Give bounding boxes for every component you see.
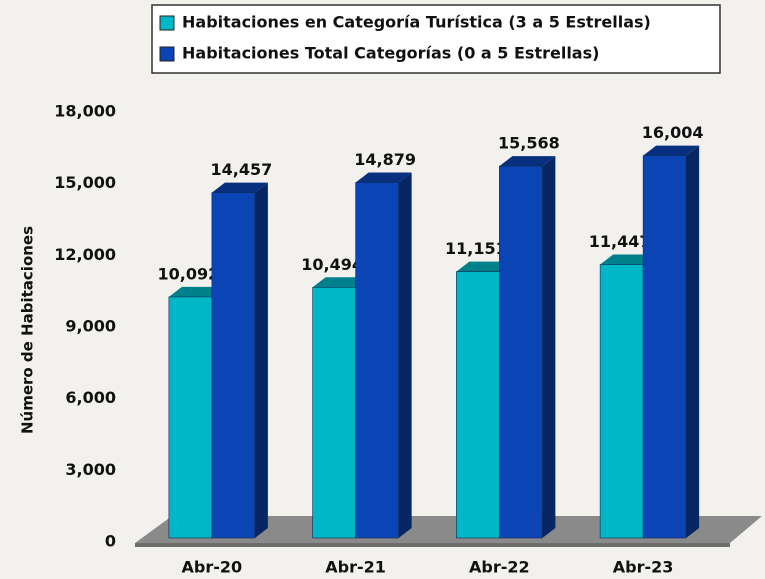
y-tick-label: 15,000: [54, 173, 116, 192]
bar-top: [355, 172, 412, 183]
y-tick-label: 0: [105, 532, 116, 551]
floor-edge: [135, 543, 730, 547]
value-label: 14,879: [354, 150, 416, 169]
value-label: 11,151: [445, 239, 507, 258]
x-tick-label: Abr-21: [325, 558, 386, 577]
bar: [211, 192, 256, 539]
value-label: 14,457: [211, 160, 273, 179]
y-axis-title: Número de Habitaciones: [19, 226, 37, 434]
bar-top: [168, 286, 225, 297]
bar-side: [542, 156, 556, 538]
x-tick-label: Abr-23: [613, 558, 674, 577]
bar: [355, 182, 399, 539]
legend-swatch: [159, 46, 175, 62]
bar: [599, 264, 644, 539]
legend: [151, 4, 721, 74]
bar: [642, 155, 687, 539]
bar: [312, 287, 356, 539]
y-tick-label: 12,000: [54, 245, 116, 264]
bar-top: [643, 145, 700, 156]
bar-top: [499, 156, 556, 167]
bar-side: [686, 145, 700, 538]
bar-top: [600, 254, 657, 265]
value-label: 11,447: [589, 232, 651, 251]
bar: [456, 271, 500, 539]
bar-top: [312, 277, 369, 288]
legend-label: Habitaciones Total Categorías (0 a 5 Est…: [182, 44, 599, 63]
y-tick-label: 6,000: [65, 388, 116, 407]
y-tick-label: 18,000: [54, 102, 116, 121]
legend-label: Habitaciones en Categoría Turística (3 a…: [182, 13, 651, 32]
legend-swatch: [159, 15, 175, 31]
bar: [168, 296, 213, 539]
bar-side: [254, 182, 268, 538]
x-tick-label: Abr-22: [469, 558, 530, 577]
bar-side: [398, 172, 412, 538]
value-label: 10,494: [301, 255, 363, 274]
y-tick-label: 9,000: [65, 317, 116, 336]
bar-top: [211, 182, 268, 193]
x-tick-label: Abr-20: [182, 558, 243, 577]
y-tick-label: 3,000: [65, 460, 116, 479]
bar-top: [456, 261, 513, 272]
bar: [499, 165, 543, 539]
value-label: 15,568: [498, 134, 560, 153]
value-label: 10,092: [158, 264, 220, 283]
value-label: 16,004: [642, 123, 704, 142]
